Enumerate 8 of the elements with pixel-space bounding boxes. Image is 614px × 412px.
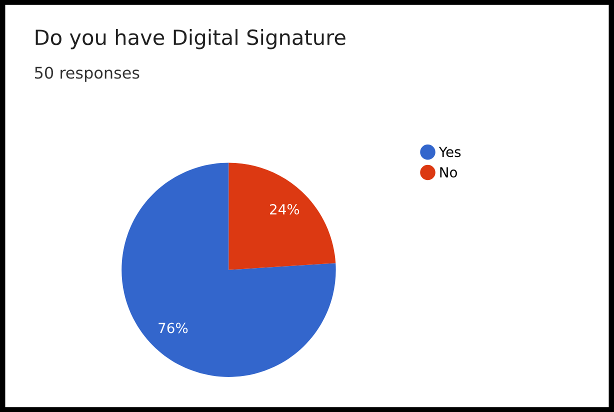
data-label: 76% — [158, 322, 188, 334]
pie-slice — [122, 162, 336, 377]
chart-subtitle: 50 responses — [35, 66, 140, 82]
legend-label: No — [440, 167, 457, 178]
chart-title: Do you have Digital Signature — [36, 29, 346, 50]
legend-label: Yes — [438, 146, 461, 158]
pie-slice — [228, 162, 336, 270]
data-label: 24% — [270, 204, 300, 215]
